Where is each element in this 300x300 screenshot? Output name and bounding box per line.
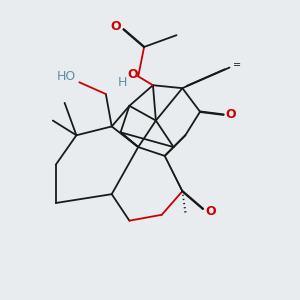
Text: O: O [127,68,138,81]
Text: H: H [117,76,127,89]
Polygon shape [165,156,183,191]
Text: =: = [233,60,241,70]
Text: HO: HO [56,70,76,83]
Polygon shape [120,132,138,147]
Text: O: O [111,20,122,33]
Text: O: O [226,108,236,121]
Text: O: O [205,205,216,218]
